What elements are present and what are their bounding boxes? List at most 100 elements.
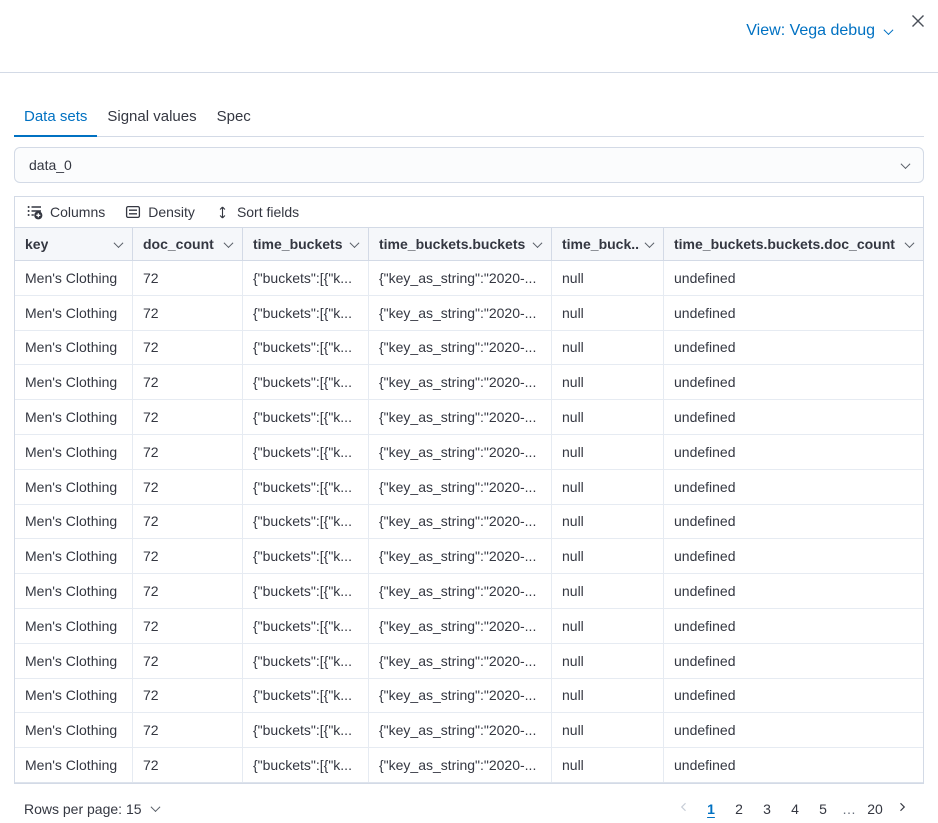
table-cell[interactable]: Men's Clothing [15,504,133,539]
page-button-1[interactable]: 1 [698,797,724,821]
table-cell[interactable]: Men's Clothing [15,713,133,748]
table-cell[interactable]: undefined [674,583,736,600]
table-cell[interactable]: Men's Clothing [15,469,133,504]
table-cell[interactable]: Men's Clothing [15,608,133,643]
table-cell[interactable]: 72 [133,400,243,434]
chevron-down-icon[interactable] [113,237,124,248]
table-cell[interactable]: null [552,365,664,400]
page-button-3[interactable]: 3 [754,797,780,821]
table-cell[interactable]: undefined [674,548,736,565]
table-cell[interactable]: Men's Clothing [15,678,133,713]
table-cell[interactable]: {"key_as_string":"2020-... [369,748,552,782]
table-cell[interactable]: 72 [133,713,243,748]
table-cell[interactable]: {"key_as_string":"2020-... [369,608,552,643]
table-cell[interactable]: 72 [133,539,243,574]
chevron-down-icon[interactable] [223,237,234,248]
table-cell[interactable]: Men's Clothing [15,434,133,469]
table-cell[interactable]: undefined [674,443,736,460]
table-cell[interactable]: 72 [133,434,243,469]
table-cell[interactable]: undefined [674,339,736,356]
table-cell[interactable]: {"key_as_string":"2020-... [369,434,552,469]
table-cell[interactable]: {"buckets":[{"k... [243,504,369,539]
previous-page-button[interactable] [672,797,696,821]
table-cell[interactable]: {"buckets":[{"k... [243,539,369,574]
table-cell[interactable]: {"key_as_string":"2020-... [369,400,552,434]
table-cell[interactable]: undefined [674,374,736,391]
table-cell[interactable]: undefined [674,687,736,704]
table-cell[interactable]: {"key_as_string":"2020-... [369,295,552,330]
table-cell[interactable]: null [552,400,664,434]
table-cell[interactable]: {"buckets":[{"k... [243,678,369,713]
table-cell[interactable]: Men's Clothing [15,574,133,608]
table-cell[interactable]: {"key_as_string":"2020-... [369,678,552,713]
column-header-time-buckets-buckets-doc-count[interactable]: time_buckets.buckets.doc_count [664,228,923,260]
table-cell[interactable]: Men's Clothing [15,539,133,574]
tab-signal-values[interactable]: Signal values [97,100,206,137]
chevron-down-icon[interactable] [349,237,360,248]
view-selector-button[interactable]: View: Vega debug [746,22,894,40]
table-cell[interactable]: Men's Clothing [15,748,133,782]
close-button[interactable] [908,12,928,32]
table-cell[interactable]: null [552,261,664,295]
table-cell[interactable]: {"key_as_string":"2020-... [369,469,552,504]
rows-per-page-button[interactable]: Rows per page: 15 [24,801,160,817]
page-button-4[interactable]: 4 [782,797,808,821]
table-cell[interactable]: null [552,748,664,782]
table-cell[interactable]: undefined [674,652,736,669]
table-cell[interactable]: 72 [133,748,243,782]
table-cell[interactable]: {"buckets":[{"k... [243,434,369,469]
table-cell[interactable]: {"key_as_string":"2020-... [369,504,552,539]
table-cell[interactable]: {"key_as_string":"2020-... [369,574,552,608]
table-cell[interactable]: {"key_as_string":"2020-... [369,261,552,295]
column-header-doc-count[interactable]: doc_count [133,228,243,260]
columns-button[interactable]: Columns [27,204,105,220]
table-cell[interactable]: {"buckets":[{"k... [243,295,369,330]
table-cell[interactable]: {"buckets":[{"k... [243,713,369,748]
table-cell[interactable]: Men's Clothing [15,295,133,330]
table-cell[interactable]: Men's Clothing [15,330,133,365]
column-header-time-buck[interactable]: time_buck... [552,228,664,260]
dataset-select[interactable]: data_0 [14,147,924,183]
tab-data-sets[interactable]: Data sets [14,100,98,137]
table-cell[interactable]: null [552,434,664,469]
table-cell[interactable]: undefined [674,269,736,286]
table-cell[interactable]: 72 [133,574,243,608]
table-cell[interactable]: {"buckets":[{"k... [243,469,369,504]
table-cell[interactable]: undefined [674,617,736,634]
table-cell[interactable]: {"buckets":[{"k... [243,330,369,365]
table-cell[interactable]: undefined [674,409,736,426]
table-cell[interactable]: null [552,504,664,539]
table-cell[interactable]: 72 [133,504,243,539]
table-cell[interactable]: undefined [674,757,736,774]
table-cell[interactable]: {"key_as_string":"2020-... [369,643,552,678]
table-cell[interactable]: null [552,713,664,748]
chevron-down-icon[interactable] [904,237,915,248]
table-cell[interactable]: {"key_as_string":"2020-... [369,365,552,400]
table-cell[interactable]: {"buckets":[{"k... [243,400,369,434]
table-cell[interactable]: undefined [674,513,736,530]
table-cell[interactable]: {"key_as_string":"2020-... [369,330,552,365]
table-cell[interactable]: 72 [133,643,243,678]
table-cell[interactable]: 72 [133,330,243,365]
table-cell[interactable]: null [552,643,664,678]
column-header-time-buckets[interactable]: time_buckets [243,228,369,260]
tab-spec[interactable]: Spec [207,100,261,137]
table-cell[interactable]: null [552,330,664,365]
chevron-down-icon[interactable] [644,237,655,248]
table-cell[interactable]: 72 [133,469,243,504]
column-header-time-buckets-buckets[interactable]: time_buckets.buckets [369,228,552,260]
column-header-key[interactable]: key [15,228,133,260]
table-cell[interactable]: {"buckets":[{"k... [243,261,369,295]
table-cell[interactable]: {"buckets":[{"k... [243,643,369,678]
next-page-button[interactable] [890,797,914,821]
table-cell[interactable]: 72 [133,261,243,295]
page-button-20[interactable]: 20 [862,797,888,821]
table-cell[interactable]: {"buckets":[{"k... [243,748,369,782]
table-cell[interactable]: {"key_as_string":"2020-... [369,713,552,748]
table-cell[interactable]: null [552,608,664,643]
table-cell[interactable]: {"key_as_string":"2020-... [369,539,552,574]
table-cell[interactable]: null [552,678,664,713]
table-cell[interactable]: null [552,574,664,608]
table-cell[interactable]: {"buckets":[{"k... [243,365,369,400]
table-cell[interactable]: undefined [674,478,736,495]
